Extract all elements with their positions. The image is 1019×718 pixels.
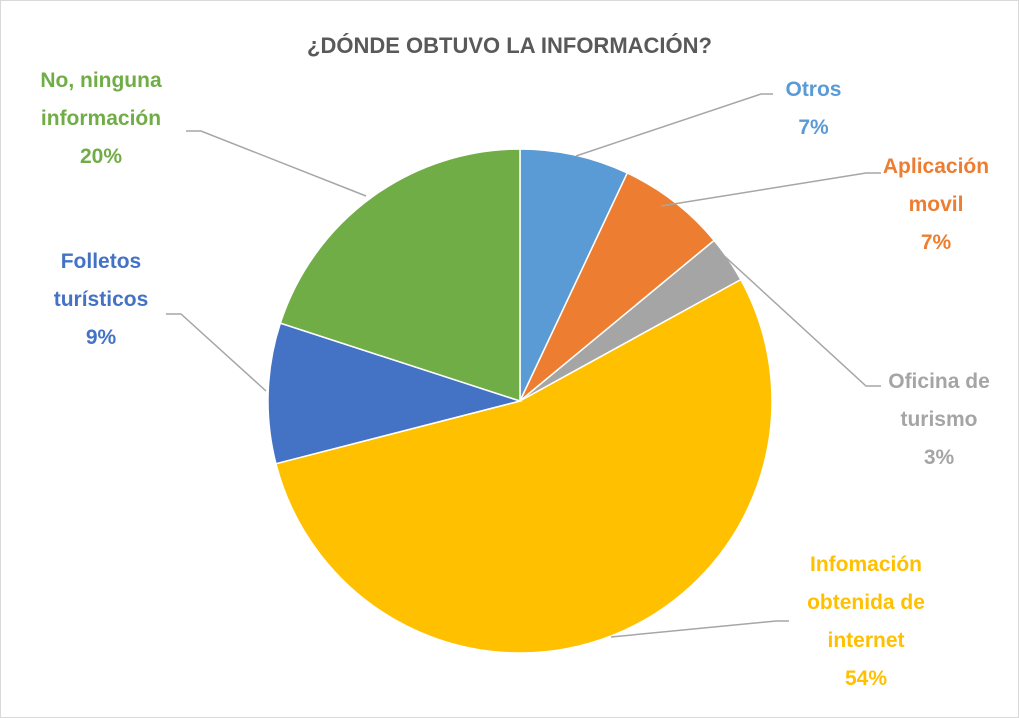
pie-slice bbox=[279, 148, 521, 403]
leader-line bbox=[720, 252, 881, 387]
data-label: Folletos turísticos 9% bbox=[26, 243, 176, 357]
value-label: 20% bbox=[79, 145, 123, 168]
pie-slice bbox=[519, 148, 629, 402]
leader-line bbox=[186, 130, 367, 197]
value-label: 54% bbox=[844, 667, 888, 690]
category-label: Folletos turísticos bbox=[53, 250, 149, 311]
category-label: Aplicación movil bbox=[882, 155, 990, 216]
leader-line bbox=[575, 93, 773, 157]
value-label: 7% bbox=[920, 231, 952, 254]
pie-slice bbox=[275, 278, 773, 654]
category-label: Oficina de turismo bbox=[888, 370, 990, 431]
chart-title: ¿DÓNDE OBTUVO LA INFORMACIÓN? bbox=[307, 33, 712, 58]
data-label: Otros 7% bbox=[746, 71, 881, 147]
category-label: No, ninguna información bbox=[40, 69, 162, 130]
pie-slice bbox=[267, 322, 523, 465]
category-label: Otros bbox=[785, 78, 842, 101]
data-label: Aplicación movil 7% bbox=[861, 148, 1011, 262]
value-label: 3% bbox=[923, 446, 955, 469]
data-label: Oficina de turismo 3% bbox=[869, 363, 1009, 477]
value-label: 7% bbox=[798, 116, 829, 139]
data-label: Infomación obtenida de internet 54% bbox=[776, 546, 956, 698]
pie-slice bbox=[519, 171, 716, 402]
leader-line bbox=[166, 313, 267, 392]
leader-line bbox=[660, 172, 881, 207]
leader-line bbox=[610, 620, 789, 638]
category-label: Infomación obtenida de internet bbox=[807, 553, 925, 652]
data-label: No, ninguna información 20% bbox=[6, 62, 196, 176]
value-label: 9% bbox=[85, 326, 117, 349]
